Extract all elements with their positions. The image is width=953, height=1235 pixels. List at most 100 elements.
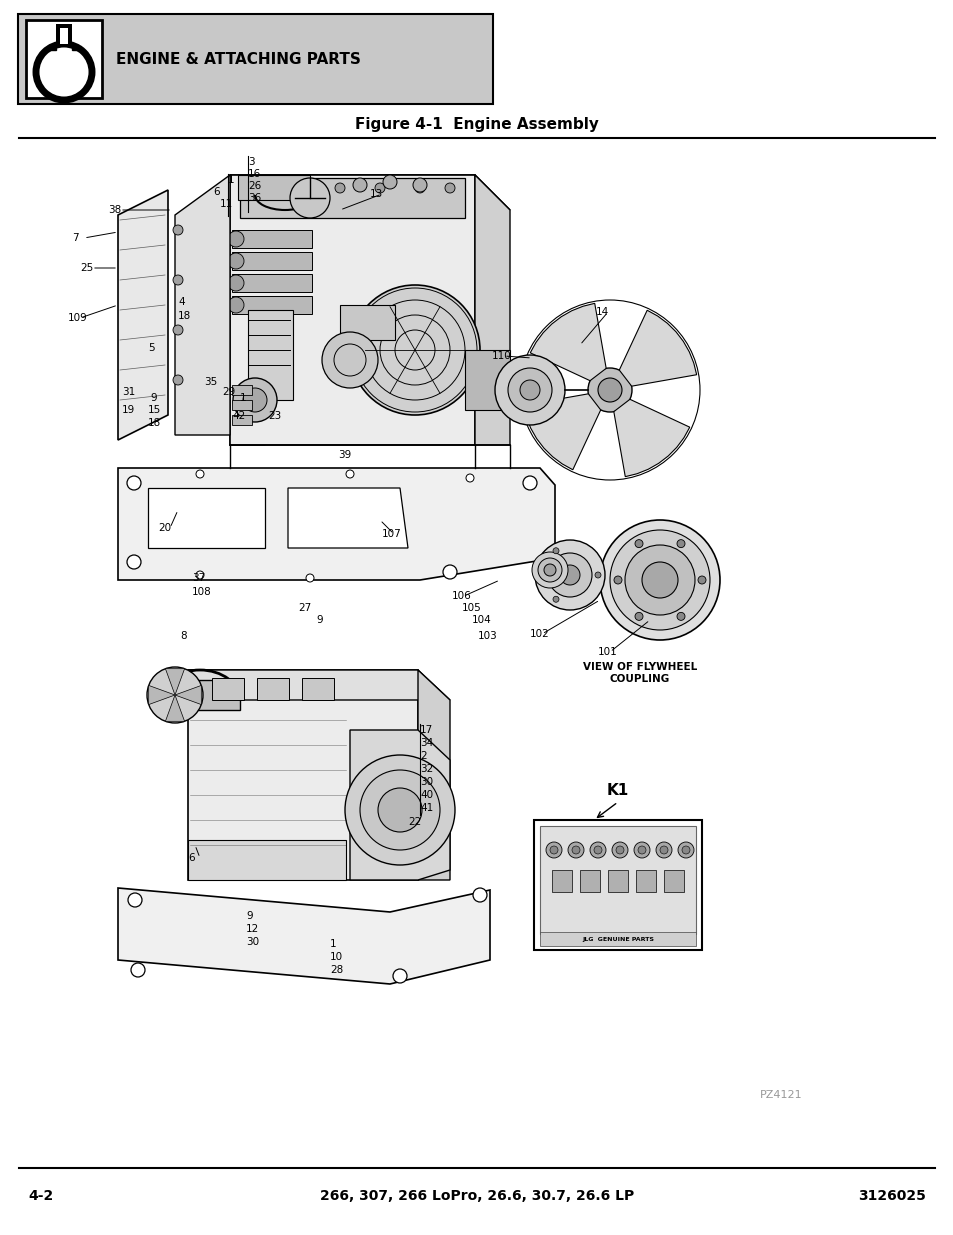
Bar (232, 400, 252, 410)
Text: 1: 1 (240, 393, 247, 403)
Text: 4: 4 (178, 296, 185, 308)
Text: 31: 31 (122, 387, 135, 396)
Text: 15: 15 (148, 405, 161, 415)
Circle shape (415, 183, 424, 193)
Text: 10: 10 (330, 952, 343, 962)
Polygon shape (552, 869, 572, 892)
Text: 36: 36 (248, 193, 261, 203)
Bar (339, 305, 395, 340)
Circle shape (681, 846, 689, 853)
Text: 5: 5 (148, 343, 154, 353)
Circle shape (519, 380, 539, 400)
Text: 30: 30 (419, 777, 433, 787)
Text: 107: 107 (381, 529, 401, 538)
Circle shape (377, 788, 421, 832)
Text: JLG  GENUINE PARTS: JLG GENUINE PARTS (581, 936, 654, 941)
Circle shape (519, 300, 700, 480)
Text: 3126025: 3126025 (858, 1189, 925, 1203)
Circle shape (598, 378, 621, 403)
Text: 25: 25 (80, 263, 93, 273)
Text: 37: 37 (192, 573, 205, 583)
Text: 27: 27 (297, 603, 311, 613)
Text: 19: 19 (122, 405, 135, 415)
Bar (232, 385, 252, 395)
Text: 9: 9 (315, 615, 322, 625)
Text: 109: 109 (68, 312, 88, 324)
Polygon shape (288, 488, 408, 548)
Bar (60, 26, 68, 44)
Polygon shape (71, 46, 81, 49)
Bar (256, 678, 289, 700)
Bar (56, 23, 71, 46)
Polygon shape (118, 190, 168, 440)
Polygon shape (188, 671, 417, 881)
Text: 18: 18 (178, 311, 191, 321)
Text: 6: 6 (188, 853, 194, 863)
Bar (232, 252, 312, 270)
Polygon shape (174, 685, 201, 705)
Text: 42: 42 (232, 411, 245, 421)
Polygon shape (188, 671, 450, 700)
Text: ENGINE & ATTACHING PARTS: ENGINE & ATTACHING PARTS (116, 52, 360, 67)
Circle shape (233, 378, 276, 422)
Text: 266, 307, 266 LoPro, 26.6, 30.7, 26.6 LP: 266, 307, 266 LoPro, 26.6, 30.7, 26.6 LP (319, 1189, 634, 1203)
Polygon shape (663, 869, 683, 892)
Circle shape (635, 613, 642, 620)
Circle shape (465, 474, 474, 482)
Circle shape (547, 553, 592, 597)
Circle shape (545, 842, 561, 858)
Polygon shape (607, 869, 627, 892)
Circle shape (594, 846, 601, 853)
Text: 34: 34 (419, 739, 433, 748)
Polygon shape (118, 888, 490, 984)
Bar (248, 310, 293, 400)
Circle shape (641, 562, 678, 598)
Bar (18, 14, 493, 104)
Circle shape (442, 564, 456, 579)
Polygon shape (523, 394, 600, 469)
Polygon shape (165, 695, 184, 721)
Polygon shape (613, 399, 689, 477)
Circle shape (677, 613, 684, 620)
Circle shape (550, 846, 558, 853)
Polygon shape (148, 488, 265, 548)
Text: 11: 11 (220, 199, 233, 209)
Text: 7: 7 (71, 233, 78, 243)
Bar (464, 350, 510, 410)
Text: K1: K1 (606, 783, 628, 798)
Circle shape (444, 183, 455, 193)
Text: 6: 6 (213, 186, 219, 198)
Circle shape (638, 846, 645, 853)
Circle shape (532, 552, 567, 588)
Circle shape (473, 888, 486, 902)
Text: 105: 105 (461, 603, 481, 613)
Bar (232, 230, 312, 248)
Text: 104: 104 (472, 615, 491, 625)
Bar (232, 415, 252, 425)
Polygon shape (230, 175, 475, 445)
Text: 29: 29 (222, 387, 235, 396)
Circle shape (243, 388, 267, 412)
Text: 18: 18 (148, 417, 161, 429)
Circle shape (147, 667, 203, 722)
Circle shape (382, 175, 396, 189)
Text: 8: 8 (180, 631, 187, 641)
Circle shape (612, 842, 627, 858)
Polygon shape (118, 468, 555, 580)
Circle shape (553, 597, 558, 603)
Text: 9: 9 (150, 393, 156, 403)
Polygon shape (149, 685, 174, 705)
Circle shape (553, 548, 558, 553)
Circle shape (678, 842, 693, 858)
Circle shape (522, 475, 537, 490)
Text: 103: 103 (477, 631, 497, 641)
Text: 110: 110 (492, 351, 511, 361)
Circle shape (609, 530, 709, 630)
Text: 16: 16 (248, 169, 261, 179)
Text: 102: 102 (530, 629, 549, 638)
Text: 2: 2 (419, 751, 426, 761)
Circle shape (345, 755, 455, 864)
Polygon shape (174, 175, 230, 435)
Circle shape (359, 769, 439, 850)
Text: 26: 26 (248, 182, 261, 191)
